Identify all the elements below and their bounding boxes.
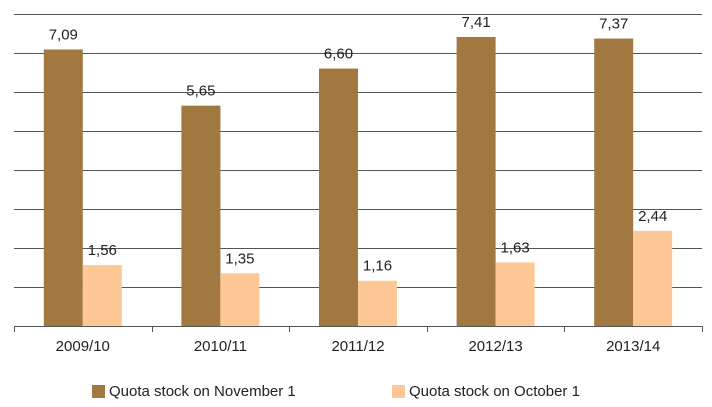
value-label: 1,16 [363,258,392,275]
bar [43,49,83,327]
bar [633,230,673,326]
x-tick-label: 2010/11 [194,338,247,355]
x-tick-label: 2009/10 [56,338,110,355]
legend-swatch [92,385,105,398]
x-tick-label: 2013/14 [606,338,660,355]
bar [82,265,122,326]
value-label: 7,41 [461,14,490,31]
bar [181,105,221,327]
value-label: 1,56 [88,242,117,259]
legend-label: Quota stock on October 1 [409,383,580,400]
value-label: 6,60 [324,46,353,63]
value-label: 5,65 [186,83,215,100]
bar [319,68,358,326]
legend-label: Quota stock on November 1 [109,383,296,400]
legend-swatch [392,385,405,398]
bar [358,280,397,326]
value-label: 2,44 [638,208,667,225]
value-label: 7,09 [49,26,78,43]
value-label: 1,63 [500,239,529,256]
value-label: 7,37 [599,16,628,33]
value-label: 1,35 [225,250,254,267]
bar [456,37,496,326]
bar [220,273,260,326]
x-tick-label: 2012/13 [468,338,522,355]
bar [594,38,634,326]
x-tick-label: 2011/12 [331,338,384,355]
bar [495,262,535,326]
